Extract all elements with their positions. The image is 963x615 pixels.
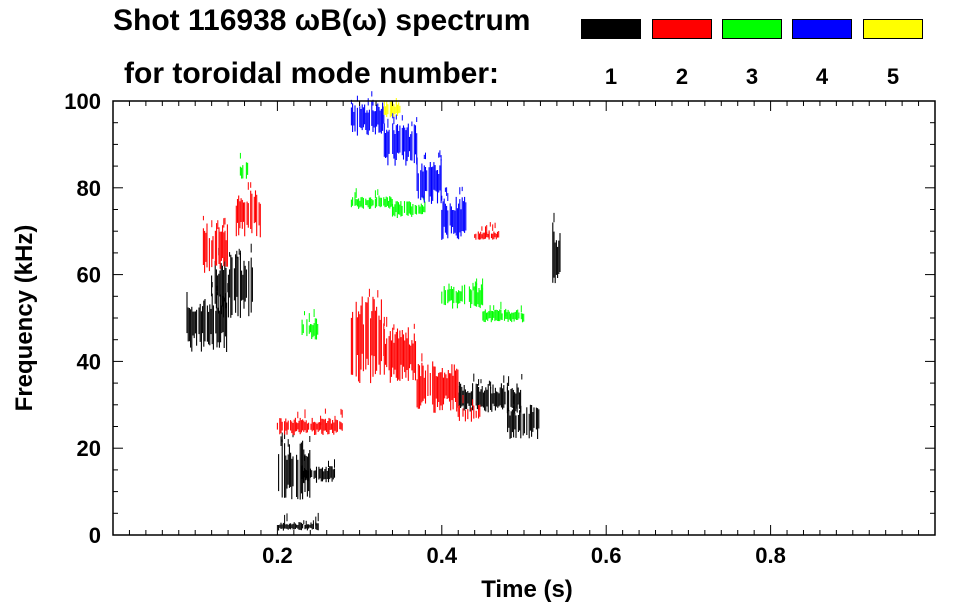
series-n=2-region-2 [350,288,385,384]
series-n=3-region-4 [301,309,319,340]
x-axis-label: Time (s) [481,576,573,603]
legend-swatch-1 [581,19,641,39]
chart-title-line-1: Shot 116938 ωB(ω) spectrum [113,4,531,37]
y-tick-label: 0 [89,523,101,548]
series-n=4-region-1 [383,112,418,166]
series-n=3-region-5 [239,152,249,179]
y-tick-label: 100 [64,89,101,114]
y-tick-label: 80 [77,176,101,201]
series-n=2-region-3 [383,316,417,383]
series-n=2-region-1 [235,182,261,238]
legend-label-4: 4 [815,64,829,89]
chart-title-line-2: for toroidal mode number: [124,57,499,90]
series-n=1-region-3 [301,455,336,483]
y-tick-label: 60 [77,263,101,288]
ticks-layer: 0.2 0.4 0.6 0.8 0 20 40 60 80 100 [64,89,935,568]
legend-swatch-4 [792,19,852,39]
legend-label-5: 5 [886,64,900,89]
legend-label-2: 2 [675,64,689,89]
series-n=3-region-0 [350,188,393,209]
x-tick-label: 0.2 [262,543,293,568]
series-n=1-region-0 [186,282,229,352]
series-n=2-region-6 [276,408,343,436]
series-n=1-region-1 [211,243,253,318]
series-n=1-region-4 [278,512,319,531]
legend-swatch-3 [722,19,782,39]
series-n=1-region-2 [278,430,311,500]
x-tick-label: 0.8 [755,543,786,568]
series-n=3-region-1 [391,195,426,218]
y-tick-label: 20 [77,436,101,461]
series-n=1-region-7 [552,212,561,284]
series-n=4-region-3 [441,186,467,240]
data-layer [186,91,561,531]
y-tick-label: 40 [77,349,101,374]
series-n=4-region-2 [416,150,442,204]
legend-label-3: 3 [745,64,759,89]
series-n=2-region-5 [457,395,481,422]
series-n=5 [383,98,401,118]
series-n=1-region-5 [457,373,523,414]
legend-label-1: 1 [604,64,618,89]
legend-swatch-2 [652,19,712,39]
series-n=3-region-3 [482,301,525,323]
series-n=4 [350,91,467,240]
series-n=1 [186,212,561,531]
series-n=2-region-4 [416,353,459,413]
series-n=4-region-0 [350,91,385,136]
x-tick-label: 0.4 [427,543,458,568]
series-n=2-region-0 [202,215,228,273]
series-n=3-region-2 [441,278,484,309]
series-n=2-region-7 [474,222,500,240]
x-tick-label: 0.6 [591,543,622,568]
y-axis-label: Frequency (kHz) [11,225,38,412]
series-n=3 [239,152,525,340]
series-n=2 [202,182,500,436]
series-n=1-region-6 [507,395,540,439]
series-n=5-region-0 [383,98,401,118]
legend-swatch-5 [863,19,923,39]
